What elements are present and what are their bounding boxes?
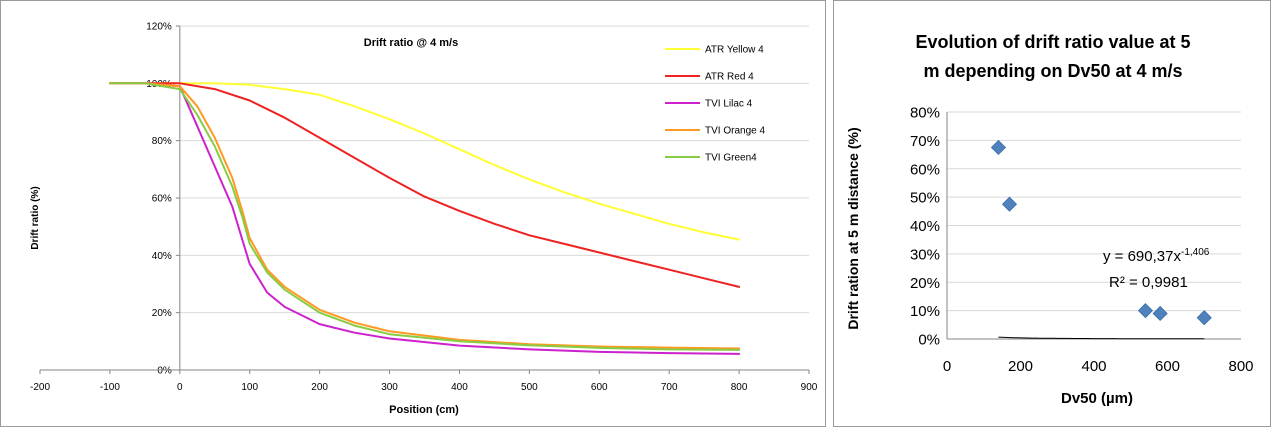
series-line-2 bbox=[108, 82, 741, 288]
data-point-marker bbox=[990, 139, 1007, 156]
x-tick-label: 600 bbox=[591, 382, 608, 393]
y-tick-label: 80% bbox=[152, 136, 172, 147]
x-tick-label: -100 bbox=[100, 382, 120, 393]
trendline-equation-base: y = 690,37x bbox=[1103, 248, 1181, 265]
legend-label: TVI Lilac 4 bbox=[705, 99, 753, 110]
y-tick-label: 70% bbox=[910, 133, 940, 150]
x-tick-label: 500 bbox=[521, 382, 538, 393]
x-tick-label: 700 bbox=[661, 382, 678, 393]
power-trendline bbox=[998, 336, 1205, 340]
data-point-marker bbox=[1137, 303, 1154, 319]
data-point-marker bbox=[1001, 196, 1018, 212]
legend-label: ATR Red 4 bbox=[705, 72, 754, 83]
y-tick-label: 10% bbox=[910, 303, 940, 320]
x-tick-label: -200 bbox=[30, 382, 50, 393]
x-tick-label: 200 bbox=[311, 382, 328, 393]
chart-title-line: m depending on Dv50 at 4 m/s bbox=[923, 61, 1182, 81]
legend-label: TVI Green4 bbox=[705, 153, 757, 164]
x-tick-label: 100 bbox=[241, 382, 258, 393]
x-tick-label: 400 bbox=[1081, 358, 1106, 375]
x-tick-label: 800 bbox=[1228, 358, 1253, 375]
y-tick-label: 80% bbox=[910, 105, 940, 122]
y-tick-label: 20% bbox=[152, 308, 172, 319]
y-axis-title: Drift ration at 5 m distance (%) bbox=[845, 127, 861, 329]
y-tick-label: 20% bbox=[910, 275, 940, 292]
trendline-equation: y = 690,37x-1,406 bbox=[1103, 247, 1210, 265]
legend-label: ATR Yellow 4 bbox=[705, 45, 764, 56]
y-axis-title: Drift ratio (%) bbox=[30, 186, 41, 249]
y-tick-label: 120% bbox=[146, 22, 172, 33]
data-point-marker bbox=[1196, 310, 1212, 326]
x-axis-title: Dv50 (µm) bbox=[1061, 390, 1133, 407]
y-tick-label: 30% bbox=[910, 246, 940, 263]
chart-title-line: Evolution of drift ratio value at 5 bbox=[915, 32, 1190, 52]
x-tick-label: 200 bbox=[1008, 358, 1033, 375]
y-tick-label: 0% bbox=[918, 332, 940, 349]
drift-vs-dv50-scatter-chart: Evolution of drift ratio value at 5 m dep… bbox=[845, 32, 1254, 407]
data-point-marker bbox=[1152, 305, 1168, 322]
x-tick-label: 900 bbox=[801, 382, 818, 393]
x-tick-label: 0 bbox=[943, 358, 951, 375]
drift-ratio-chart-panel: 0% 20% 40% 60% 80% 100% 120% -200 -100 0 100 200 300… bbox=[0, 0, 826, 427]
x-tick-label: 0 bbox=[177, 382, 183, 393]
x-tick-label: 300 bbox=[381, 382, 398, 393]
y-tick-label: 60% bbox=[910, 161, 940, 178]
r-squared-label: R² = 0,9981 bbox=[1109, 274, 1188, 291]
x-axis-title: Position (cm) bbox=[389, 404, 459, 416]
legend-label: TVI Orange 4 bbox=[705, 126, 765, 137]
x-tick-label: 600 bbox=[1155, 358, 1180, 375]
series-line-1 bbox=[108, 82, 741, 241]
trendline-equation-exponent: -1,406 bbox=[1181, 247, 1210, 258]
drift-vs-dv50-chart-panel: Evolution of drift ratio value at 5 m dep… bbox=[833, 0, 1271, 427]
y-tick-label: 60% bbox=[152, 194, 172, 205]
y-tick-label: 40% bbox=[152, 251, 172, 262]
drift-ratio-line-chart: 0%20%40%60%80%100%120%-200 -100 0 100 200 300… bbox=[30, 22, 818, 417]
x-tick-label: 400 bbox=[451, 382, 468, 393]
y-tick-label: 50% bbox=[910, 190, 940, 207]
y-tick-label: 0% bbox=[157, 366, 172, 377]
series-line-5 bbox=[108, 82, 741, 351]
chart-title: Drift ratio @ 4 m/s bbox=[364, 37, 458, 49]
series-line-3 bbox=[108, 82, 741, 355]
y-tick-label: 40% bbox=[910, 218, 940, 235]
x-tick-label: 800 bbox=[731, 382, 748, 393]
series-line-4 bbox=[108, 82, 741, 350]
